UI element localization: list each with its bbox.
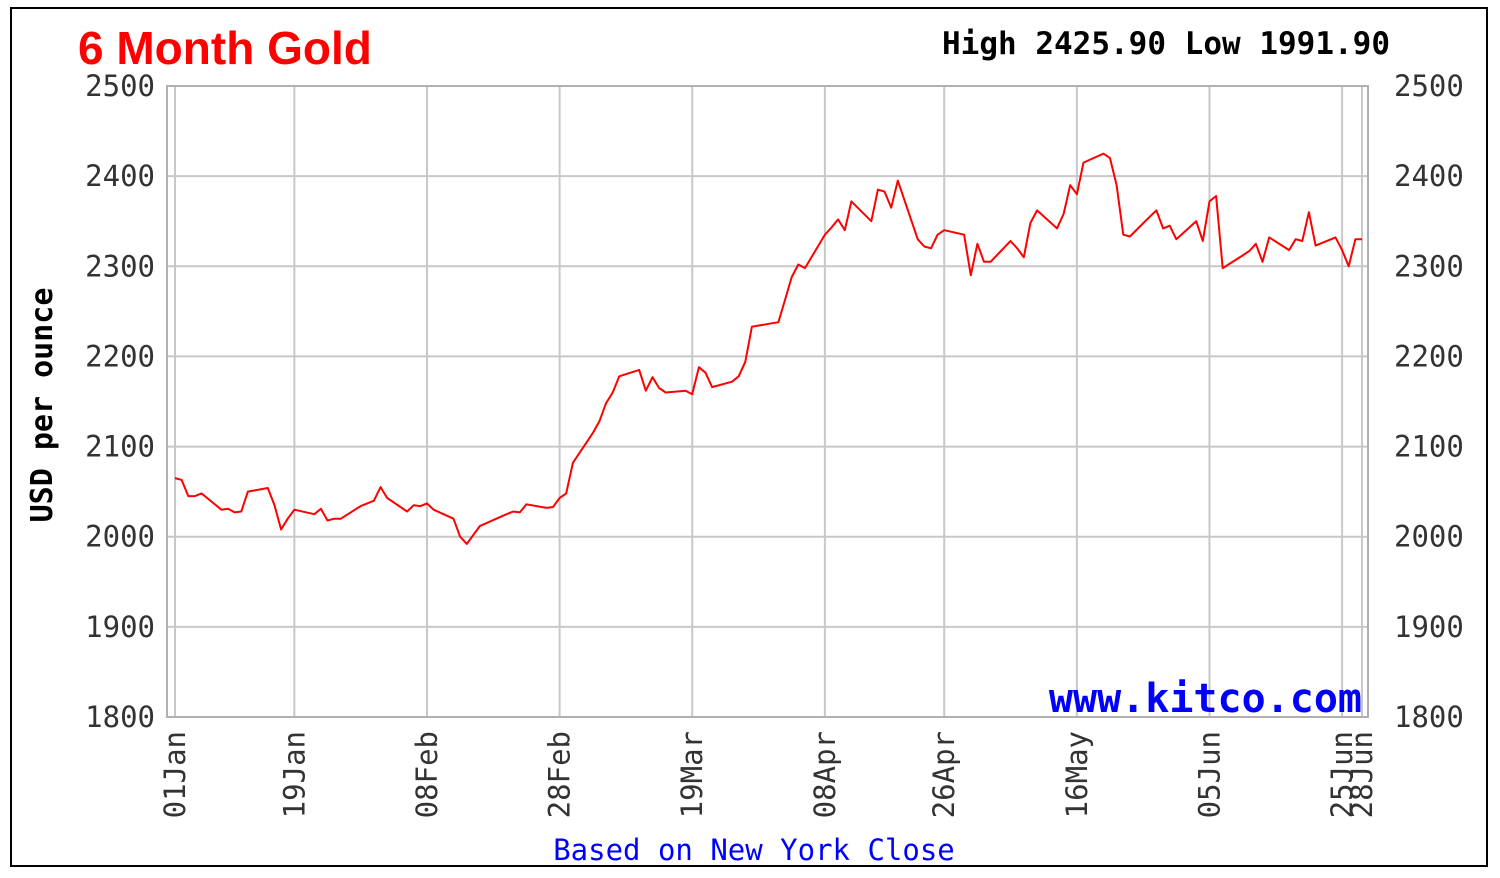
y-axis-left: 1800 1900 2000 2100 2200 2300 2400 2500 xyxy=(85,69,155,734)
gold-price-chart: 6 Month Gold High 2425.90 Low 1991.90 US… xyxy=(25,22,1464,867)
x-tick-label: 01Jan xyxy=(158,731,192,818)
y-tick-label-left: 1800 xyxy=(85,700,155,734)
kitco-watermark: www.kitco.com xyxy=(1049,676,1362,722)
x-tick-label: 26Apr xyxy=(927,731,961,818)
y-tick-label-left: 2100 xyxy=(85,430,155,464)
x-tick-label: 05Jun xyxy=(1192,731,1226,818)
x-tick-label: 08Apr xyxy=(808,731,842,818)
grid-lines xyxy=(167,85,1368,718)
chart-frame: 6 Month Gold High 2425.90 Low 1991.90 US… xyxy=(10,7,1488,867)
high-low-summary: High 2425.90 Low 1991.90 xyxy=(942,26,1390,62)
y-tick-label-right: 2500 xyxy=(1394,69,1464,103)
low-value: 1991.90 xyxy=(1259,26,1390,62)
plot-area-border xyxy=(166,85,1369,718)
y-axis-label: USD per ounce xyxy=(25,288,60,523)
y-tick-label-right: 2200 xyxy=(1394,339,1464,373)
x-tick-label: 08Feb xyxy=(410,731,444,818)
x-tick-label: 16May xyxy=(1060,731,1094,818)
x-tick-label: 28Jun xyxy=(1345,731,1379,818)
y-tick-label-left: 2300 xyxy=(85,249,155,283)
high-value: 2425.90 xyxy=(1035,26,1166,62)
y-tick-label-left: 2400 xyxy=(85,159,155,193)
x-tick-label: 28Feb xyxy=(543,731,577,818)
y-tick-label-right: 1800 xyxy=(1394,700,1464,734)
y-axis-right: 1800 1900 2000 2100 2200 2300 2400 2500 xyxy=(1394,69,1464,734)
gold-price-series-line xyxy=(174,152,1362,545)
x-tick-label: 19Jan xyxy=(277,731,311,818)
y-tick-label-right: 1900 xyxy=(1394,610,1464,644)
x-axis: 01Jan 19Jan 08Feb 28Feb 19Mar 08Apr 26Apr 16May… xyxy=(158,731,1379,818)
x-axis-note: Based on New York Close xyxy=(553,833,955,867)
high-label: High xyxy=(942,26,1017,62)
y-tick-label-left: 2000 xyxy=(85,520,155,554)
y-tick-label-right: 2400 xyxy=(1394,159,1464,193)
y-tick-label-right: 2100 xyxy=(1394,430,1464,464)
y-tick-label-right: 2000 xyxy=(1394,520,1464,554)
y-tick-label-left: 2500 xyxy=(85,69,155,103)
chart-title: 6 Month Gold xyxy=(78,22,372,74)
y-tick-label-left: 2200 xyxy=(85,339,155,373)
x-tick-label: 19Mar xyxy=(675,731,709,818)
y-tick-label-left: 1900 xyxy=(85,610,155,644)
y-tick-label-right: 2300 xyxy=(1394,249,1464,283)
low-label: Low xyxy=(1185,26,1241,62)
x-tick-label: 25Jun xyxy=(1325,731,1359,818)
